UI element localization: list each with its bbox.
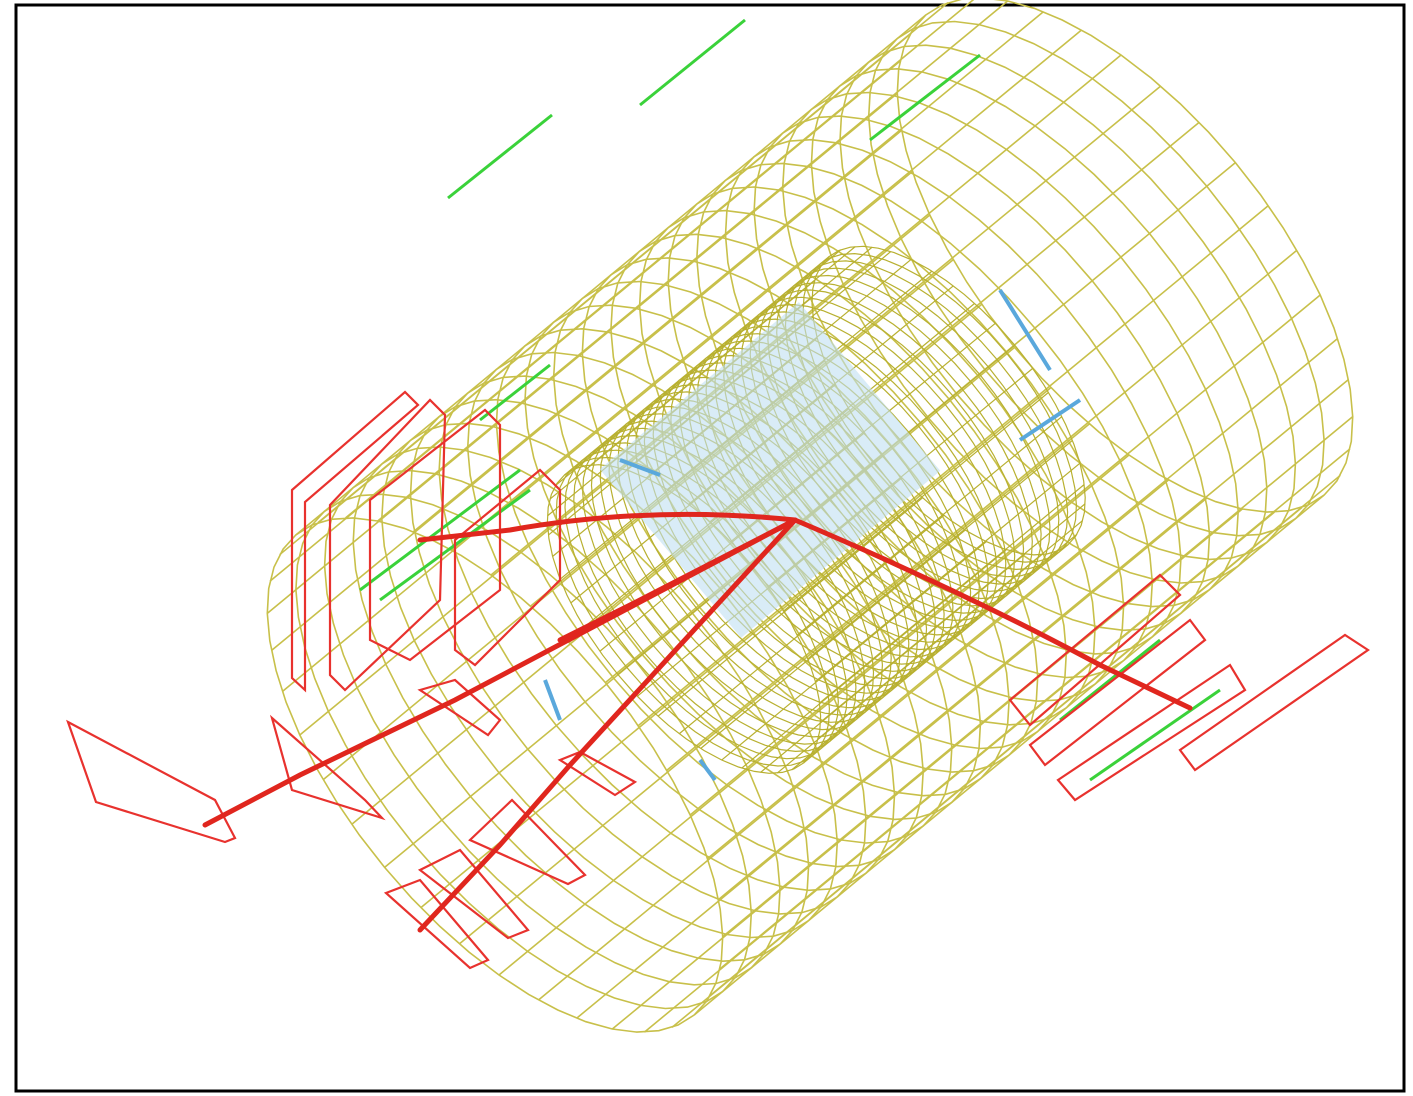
chamber <box>1056 663 1247 802</box>
chamber <box>1008 573 1182 727</box>
segment <box>359 468 521 592</box>
segment <box>1089 688 1221 782</box>
mesh-line <box>811 245 1086 556</box>
mesh-line <box>498 454 1130 976</box>
mesh-line <box>671 506 1303 1029</box>
mesh-line <box>643 511 1275 1033</box>
mesh-line <box>555 266 821 486</box>
mesh-line <box>700 529 966 749</box>
track <box>557 517 798 643</box>
mesh-line <box>564 256 830 476</box>
hit <box>698 758 717 782</box>
mesh-line <box>576 497 1208 1019</box>
mesh-line <box>412 11 1044 533</box>
mesh-line <box>776 554 1043 774</box>
mesh-line <box>760 553 1026 773</box>
mesh-line <box>295 14 927 536</box>
mesh-line <box>666 249 1298 771</box>
mesh-line <box>678 514 945 735</box>
mesh-line <box>549 280 815 500</box>
mesh-line <box>721 541 987 761</box>
mesh-line <box>819 484 1085 704</box>
mesh-line <box>791 551 1057 771</box>
mesh-line <box>796 416 1063 636</box>
mesh-line <box>814 462 1081 683</box>
track <box>417 511 798 543</box>
chamber <box>417 678 502 737</box>
mesh-line <box>657 497 923 717</box>
segment <box>1059 638 1161 722</box>
chamber <box>468 798 587 886</box>
mesh-line <box>279 34 911 556</box>
mesh-line <box>693 494 1325 1016</box>
chamber <box>1028 618 1207 767</box>
mesh-line <box>451 29 1083 551</box>
hit <box>543 679 562 721</box>
mesh-line <box>783 391 1049 612</box>
mesh-line <box>637 205 1269 727</box>
chamber <box>1178 633 1370 772</box>
chamber <box>290 390 420 693</box>
chamber <box>383 878 490 970</box>
mesh-line <box>458 423 1090 945</box>
hit <box>619 458 661 477</box>
chamber <box>66 719 237 844</box>
tracks <box>202 511 1193 933</box>
hits <box>543 288 1082 782</box>
mesh-line <box>611 508 1243 1030</box>
chamber <box>453 468 562 667</box>
hit <box>998 288 1052 372</box>
mesh-line <box>269 60 901 582</box>
chamber <box>417 848 530 940</box>
chamber <box>557 750 638 797</box>
mesh-line <box>377 0 1009 522</box>
mesh-line <box>718 378 1350 901</box>
mesh-line <box>270 129 902 652</box>
mesh-line <box>707 337 1339 860</box>
mesh-line <box>266 92 898 614</box>
mesh-line <box>807 439 1073 660</box>
hit <box>1018 398 1082 442</box>
segment <box>639 18 746 107</box>
track <box>792 517 1193 711</box>
mesh-line <box>537 479 1169 1001</box>
segment <box>447 113 553 200</box>
red-boxes <box>66 390 1370 970</box>
mesh-line <box>530 85 1162 607</box>
chamber <box>269 714 386 821</box>
inner-volume <box>599 302 941 638</box>
segment <box>479 363 551 422</box>
track <box>417 517 798 933</box>
segment <box>869 53 981 142</box>
mesh-line <box>741 549 1007 769</box>
mesh-line <box>281 170 913 693</box>
chamber <box>328 398 447 692</box>
mesh-line <box>803 544 1069 764</box>
mesh-line <box>351 303 983 825</box>
mesh-line <box>420 387 1052 909</box>
chamber <box>368 408 502 662</box>
